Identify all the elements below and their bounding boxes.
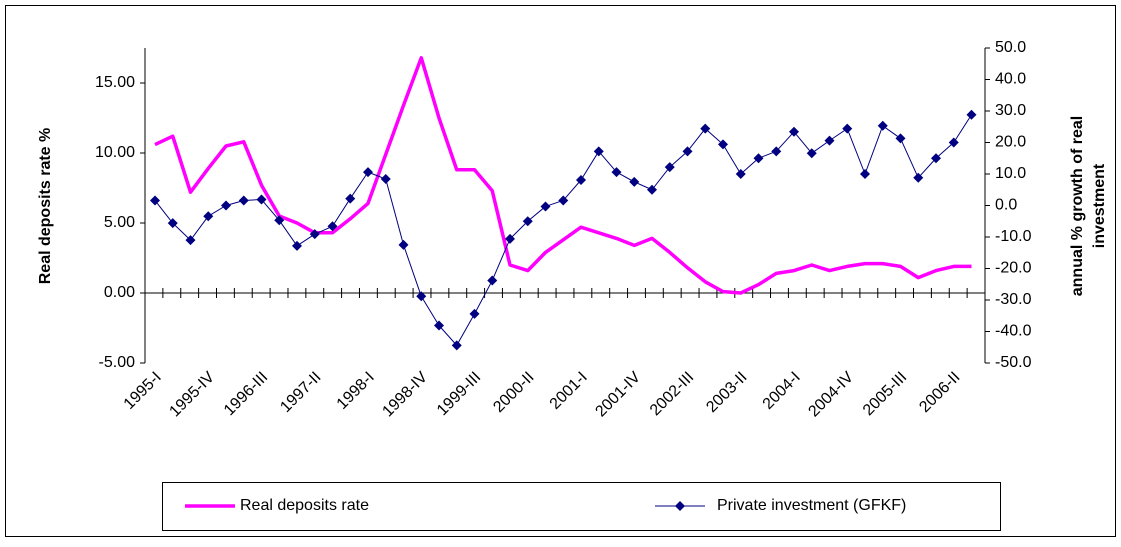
data-point [966, 109, 977, 120]
y2-tick-label: -20.0 [995, 260, 1032, 277]
data-point [931, 153, 941, 164]
y2-tick-label: 50.0 [995, 39, 1026, 56]
data-point [611, 167, 622, 178]
legend-box [162, 482, 1001, 531]
data-point [948, 137, 959, 148]
y2-tick-label: -10.0 [995, 228, 1032, 245]
data-point [629, 176, 640, 187]
y2-tick-label: -40.0 [995, 323, 1032, 340]
data-point [416, 291, 427, 302]
data-point [789, 126, 799, 137]
y-tick-label: -5.00 [99, 354, 136, 371]
data-point [505, 233, 515, 244]
data-point [398, 239, 409, 250]
data-point [256, 194, 267, 205]
data-point [860, 169, 870, 179]
data-point [380, 174, 391, 185]
data-point [274, 215, 285, 226]
data-point [576, 174, 586, 185]
data-point [647, 184, 657, 195]
data-point [238, 195, 249, 206]
data-point [203, 211, 214, 222]
data-point [718, 139, 728, 150]
data-point [469, 308, 480, 319]
data-point [664, 162, 675, 173]
y-axis-title: Real deposits rate % [37, 128, 54, 285]
legend-marker [675, 501, 685, 511]
y2-tick-label: -30.0 [995, 291, 1032, 308]
data-point [327, 221, 338, 232]
data-point [877, 120, 888, 131]
data-point [345, 193, 356, 204]
data-point [522, 216, 533, 227]
data-point [913, 172, 924, 183]
data-point [753, 153, 764, 164]
data-point [735, 169, 746, 179]
y2-tick-label: 20.0 [995, 134, 1026, 151]
data-point [895, 133, 906, 144]
data-point [771, 146, 782, 157]
data-point [167, 218, 178, 229]
y-tick-label: 15.00 [95, 74, 135, 91]
data-point [221, 200, 231, 211]
series-line [154, 56, 972, 295]
legend-label: Private investment (GFKF) [717, 497, 906, 514]
data-point [185, 235, 196, 246]
data-point [434, 320, 444, 331]
data-point [824, 135, 835, 146]
y-tick-label: 5.00 [104, 214, 135, 231]
data-point [487, 275, 498, 286]
y2-tick-label: 10.0 [995, 165, 1026, 182]
data-point [806, 148, 817, 159]
data-point [700, 123, 711, 134]
data-point [451, 340, 462, 351]
data-point [540, 201, 551, 212]
chart-border [5, 5, 1116, 537]
data-point [309, 229, 320, 240]
data-point [292, 240, 302, 251]
data-point [842, 123, 853, 134]
y2-axis-title: annual % growth of real [1069, 116, 1086, 296]
data-point [593, 146, 604, 157]
y2-tick-label: 0.0 [995, 197, 1017, 214]
data-point [558, 195, 569, 206]
y2-tick-label: 30.0 [995, 102, 1026, 119]
data-point [682, 146, 693, 157]
data-point [150, 195, 160, 206]
y2-tick-label: 40.0 [995, 71, 1026, 88]
legend-label: Real deposits rate [240, 497, 369, 514]
y2-tick-label: -50.0 [995, 354, 1032, 371]
y-tick-label: 0.00 [104, 284, 135, 301]
y-tick-label: 10.00 [95, 144, 135, 161]
data-point [363, 167, 373, 178]
y2-axis-title: investment [1091, 163, 1108, 248]
